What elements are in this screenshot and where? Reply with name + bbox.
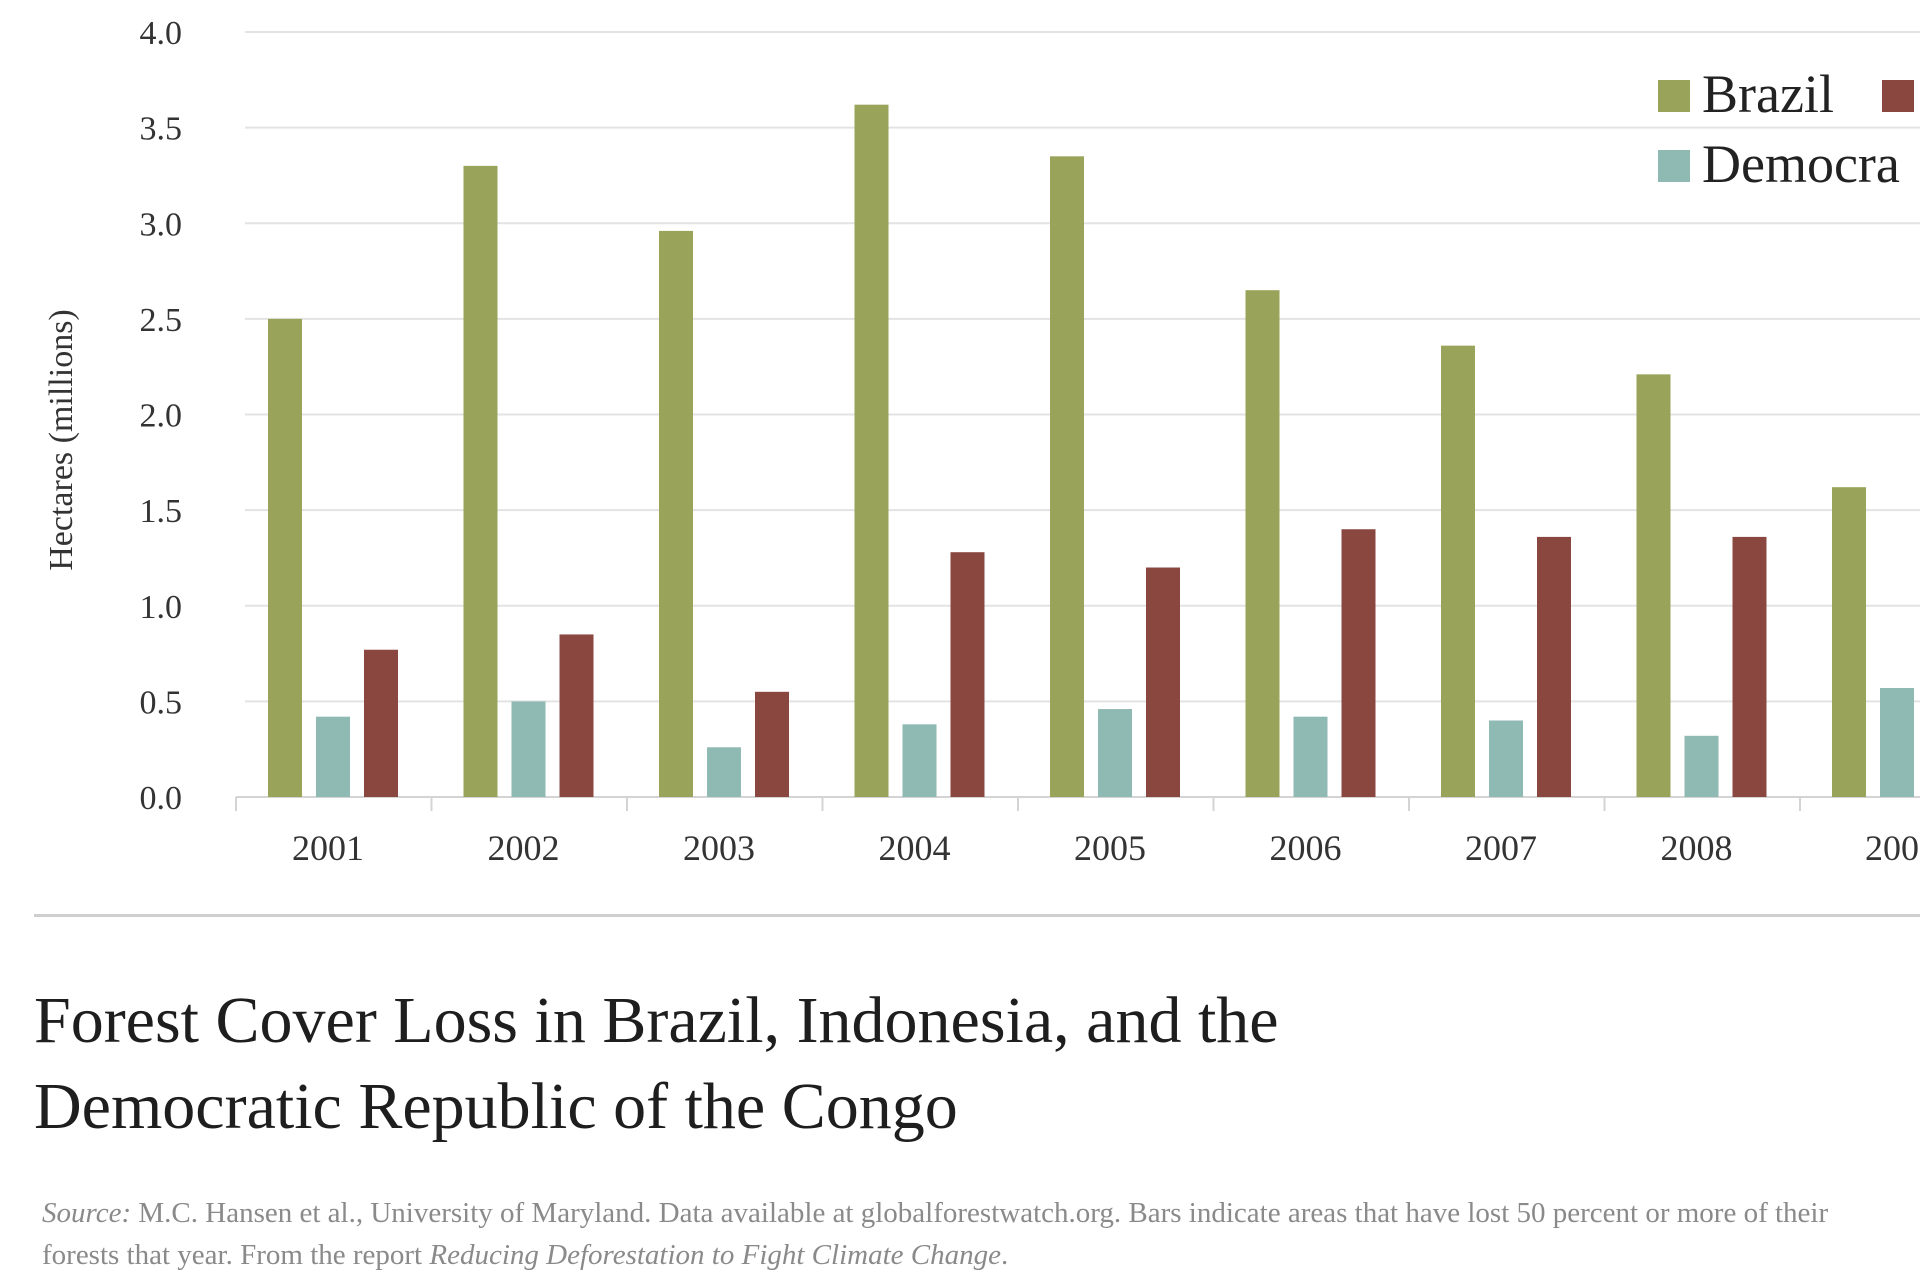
legend: Brazil Democra — [1658, 64, 1914, 194]
bar — [364, 649, 398, 797]
source-label: Source: — [42, 1197, 132, 1229]
y-tick-label: 2.5 — [140, 302, 183, 339]
y-tick-label: 0.5 — [140, 684, 183, 721]
bar — [316, 716, 350, 797]
x-tick-label: 200 — [1865, 828, 1919, 868]
bar — [1245, 290, 1280, 797]
bar — [707, 747, 741, 797]
bar — [1489, 720, 1523, 797]
y-tick-label: 4.0 — [140, 15, 183, 52]
legend-swatch — [1658, 80, 1690, 112]
legend-swatch — [1882, 80, 1914, 112]
x-tick-label: 2007 — [1465, 828, 1537, 868]
source-text: M.C. Hansen et al., University of Maryla… — [42, 1197, 1829, 1271]
bar — [950, 552, 985, 797]
bar — [1684, 735, 1719, 797]
bar — [1880, 687, 1914, 797]
y-tick-label: 1.5 — [140, 493, 183, 530]
legend-label: Brazil — [1702, 64, 1834, 124]
y-tick-label: 0.0 — [140, 780, 183, 817]
report-title: Reducing Deforestation to Fight Climate … — [429, 1239, 1001, 1271]
bar — [1636, 374, 1671, 797]
bar — [1832, 487, 1866, 797]
x-tick-label: 2008 — [1661, 828, 1733, 868]
legend-swatch — [1658, 150, 1690, 182]
bar — [755, 691, 789, 797]
bar — [1441, 345, 1475, 797]
bar — [511, 701, 546, 797]
bar — [1341, 529, 1376, 797]
bar — [854, 104, 889, 798]
bar — [1293, 716, 1328, 797]
bar — [268, 318, 302, 797]
bar — [1050, 156, 1084, 797]
x-tick-label: 2003 — [683, 828, 755, 868]
legend-label: Democra — [1702, 134, 1900, 194]
bar — [902, 724, 937, 797]
bar — [1098, 709, 1132, 797]
bar — [1537, 536, 1571, 797]
chart-title: Forest Cover Loss in Brazil, Indonesia, … — [34, 984, 1279, 1143]
x-tick-label: 2001 — [292, 828, 364, 868]
source-note: Source: M.C. Hansen et al., University o… — [42, 1192, 1842, 1276]
y-tick-label: 1.0 — [140, 589, 183, 626]
x-tick-label: 2004 — [879, 828, 951, 868]
y-tick-label: 2.0 — [140, 398, 183, 435]
y-axis-ticks: 0.0 0.5 1.0 1.5 2.0 2.5 3.0 3.5 4.0 — [140, 15, 183, 817]
y-tick-label: 3.5 — [140, 111, 183, 148]
y-axis-title: Hectares (millions) — [43, 309, 80, 571]
x-tick-label: 2005 — [1074, 828, 1146, 868]
bars — [268, 104, 1914, 798]
bar-chart: 0.0 0.5 1.0 1.5 2.0 2.5 3.0 3.5 4.0 Hectares (mi… — [43, 15, 1920, 868]
bar — [1732, 536, 1767, 797]
x-axis: 2001 2002 2003 2004 2005 2006 2007 2008 200 — [235, 796, 1920, 868]
source-end: . — [1000, 1239, 1009, 1271]
bar — [659, 230, 693, 797]
divider — [34, 914, 1920, 917]
x-tick-label: 2002 — [488, 828, 560, 868]
x-tick-label: 2006 — [1270, 828, 1342, 868]
bar — [1146, 567, 1180, 797]
bar — [463, 165, 498, 797]
y-tick-label: 3.0 — [140, 206, 183, 243]
bar — [559, 634, 594, 797]
